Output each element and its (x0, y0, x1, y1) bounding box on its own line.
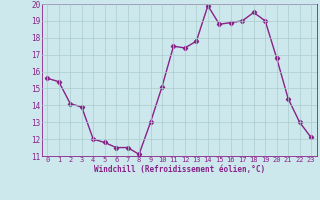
X-axis label: Windchill (Refroidissement éolien,°C): Windchill (Refroidissement éolien,°C) (94, 165, 265, 174)
